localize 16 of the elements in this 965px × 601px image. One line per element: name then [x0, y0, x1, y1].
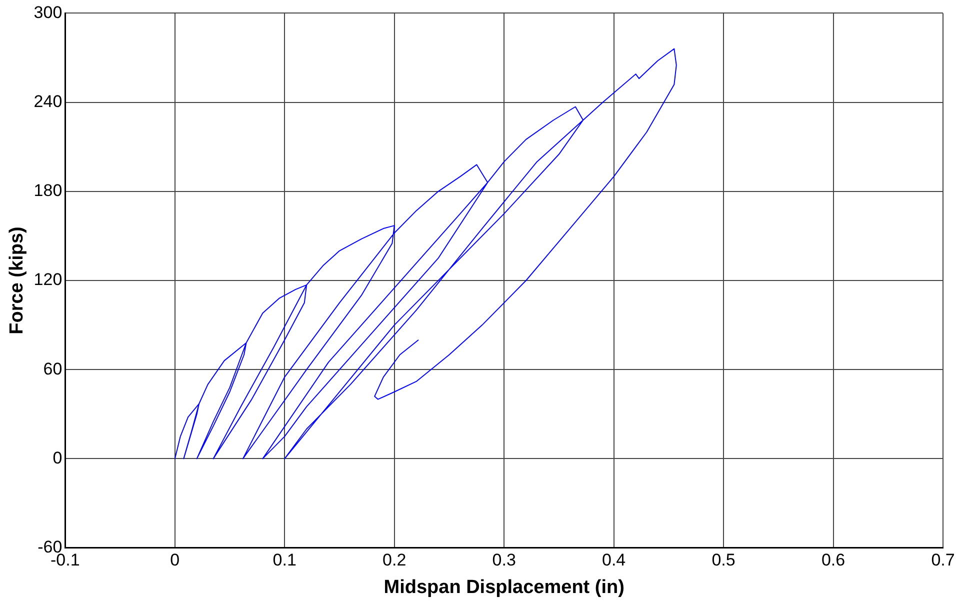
y-tick-label: 120	[34, 270, 62, 290]
x-tick-label: 0	[170, 550, 180, 570]
y-tick-label: 60	[43, 359, 62, 378]
x-axis-title: Midspan Displacement (in)	[384, 576, 624, 598]
x-tick-label: 0.1	[272, 550, 296, 570]
x-tick-label: 0.4	[602, 550, 626, 570]
x-tick-label: 0.2	[382, 550, 406, 570]
y-axis-title: Force (kips)	[6, 226, 28, 334]
y-tick-label: 180	[34, 181, 62, 200]
x-tick-label: 0.6	[821, 550, 846, 570]
x-tick-label: 0.7	[931, 550, 955, 570]
y-tick-label: 240	[34, 92, 62, 111]
y-tick-label: 300	[34, 2, 62, 22]
x-tick-label: 0.5	[712, 550, 736, 570]
y-tick-label: 0	[52, 448, 62, 468]
x-tick-label: 0.3	[492, 550, 516, 570]
